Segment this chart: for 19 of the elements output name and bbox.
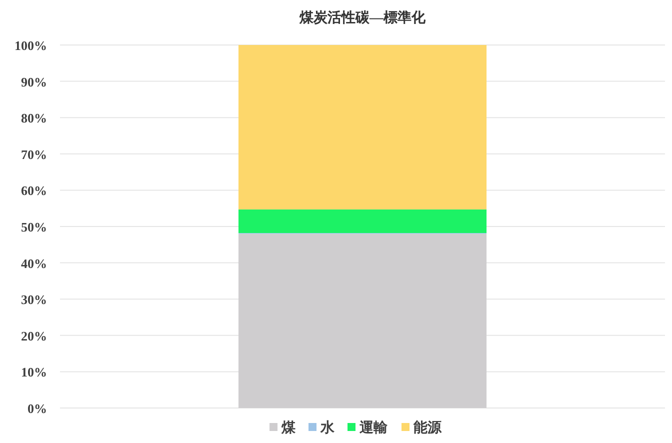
y-tick-label: 80% — [21, 110, 47, 126]
y-tick-label: 60% — [21, 183, 47, 198]
y-tick-label: 50% — [21, 220, 47, 234]
y-tick-label: 20% — [21, 328, 47, 344]
bar — [238, 45, 487, 210]
legend-label: 煤 — [280, 420, 296, 436]
y-tick-label: 0% — [28, 401, 47, 416]
legend-label: 運輸 — [358, 420, 388, 436]
bar — [238, 234, 487, 408]
y-tick-label: 90% — [21, 74, 47, 90]
legend-label: 能源 — [414, 420, 442, 436]
chart-title: 煤炭活性碳—標準化 — [298, 10, 426, 26]
y-tick-label: 40% — [21, 256, 47, 271]
y-tick-label: 100% — [14, 38, 47, 53]
legend-label: 水 — [320, 420, 336, 436]
y-tick-label: 30% — [21, 292, 47, 308]
bar — [238, 209, 487, 234]
y-tick-label: 10% — [21, 364, 47, 380]
y-tick-label: 70% — [21, 146, 47, 162]
